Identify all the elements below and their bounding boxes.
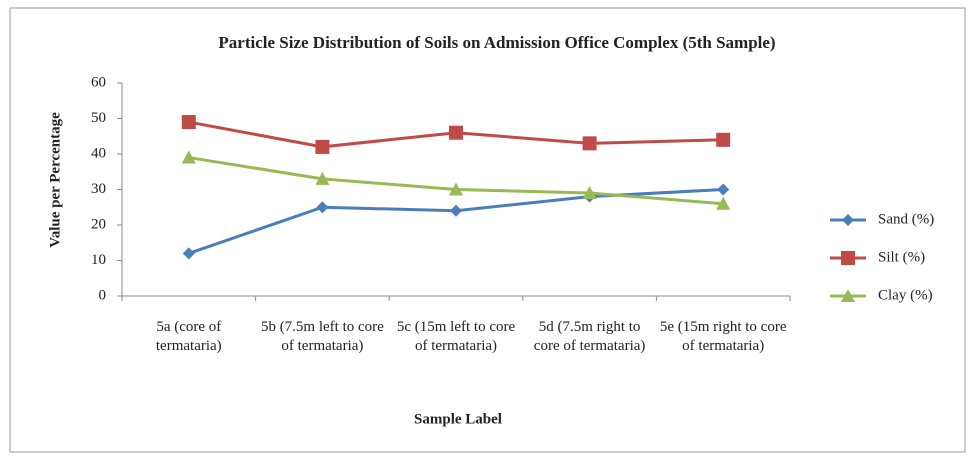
data-point [181,150,196,164]
y-tick-label: 10 [91,252,106,268]
x-tick-label: 5b (7.5m left to core of termataria) [260,319,384,354]
legend-label: Sand (%) [878,211,934,227]
y-tick-label: 30 [91,181,106,197]
data-point [315,171,330,185]
y-tick-label: 0 [99,287,107,303]
data-point [716,196,731,210]
y-tick-label: 60 [91,74,106,90]
legend-label: Silt (%) [878,249,925,265]
data-point [181,115,196,130]
y-tick-label: 50 [91,110,106,126]
data-point [582,136,597,151]
x-tick-label: 5c (15m left to core of termataria) [396,319,516,354]
x-axis-label: Sample Label [414,411,502,427]
chart-title: Particle Size Distribution of Soils on A… [218,33,775,52]
x-tick-label: 5e (15m right to core of termataria) [659,319,787,354]
x-tick-label: 5a (core of termataria) [155,319,222,354]
y-tick-label: 40 [91,145,106,161]
data-point [582,186,597,200]
legend-marker [841,289,855,302]
y-tick-label: 20 [91,216,106,232]
data-point [449,182,463,196]
data-point [717,183,730,196]
data-point [316,201,329,214]
legend-marker [841,251,855,265]
y-axis-label: Value per Percentage [47,112,63,248]
x-tick-label: 5d (7.5m right to core of termataria) [533,319,646,354]
data-point [450,204,462,217]
data-point [449,125,463,140]
legend-marker [842,214,854,226]
legend-label: Clay (%) [878,287,933,303]
data-point [315,139,330,154]
data-point [716,132,731,147]
chart-frame [9,7,966,453]
data-point [182,247,195,260]
